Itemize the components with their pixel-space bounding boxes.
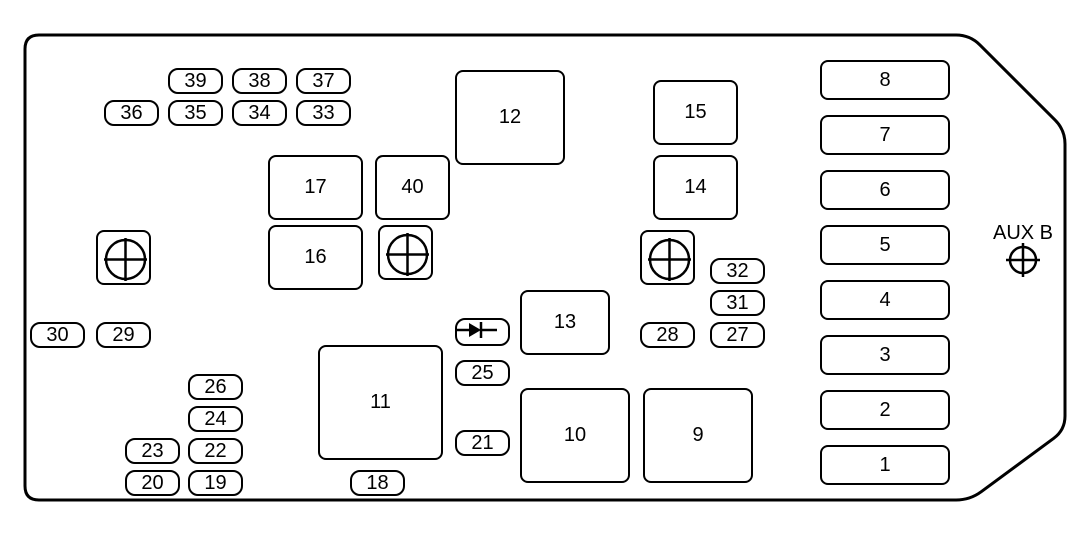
relay-40: 40: [375, 155, 450, 220]
relay-11: 11: [318, 345, 443, 460]
stud-3: [640, 230, 695, 285]
fuse-6: 6: [820, 170, 950, 210]
fuse-26: 26: [188, 374, 243, 400]
fuse-38: 38: [232, 68, 287, 94]
fuse-8: 8: [820, 60, 950, 100]
fuse-20: 20: [125, 470, 180, 496]
relay-9: 9: [643, 388, 753, 483]
fuse-21: 21: [455, 430, 510, 456]
fuse-39: 39: [168, 68, 223, 94]
fuse-29: 29: [96, 322, 151, 348]
fuse-35: 35: [168, 100, 223, 126]
fuse-36: 36: [104, 100, 159, 126]
stud-2: [378, 225, 433, 280]
relay-13: 13: [520, 290, 610, 355]
fuse-5: 5: [820, 225, 950, 265]
fuse-34: 34: [232, 100, 287, 126]
fuse-2: 2: [820, 390, 950, 430]
aux-b-stud: [1003, 240, 1043, 280]
fuse-1: 1: [820, 445, 950, 485]
fuse-box-diagram: 12345678 910111213 1415161740 1819202122…: [0, 0, 1090, 537]
relay-15: 15: [653, 80, 738, 145]
relay-16: 16: [268, 225, 363, 290]
fuse-31: 31: [710, 290, 765, 316]
fuse-19: 19: [188, 470, 243, 496]
fuse-22: 22: [188, 438, 243, 464]
fuse-7: 7: [820, 115, 950, 155]
fuse-37: 37: [296, 68, 351, 94]
fuse-28: 28: [640, 322, 695, 348]
relay-14: 14: [653, 155, 738, 220]
relay-17: 17: [268, 155, 363, 220]
fuse-27: 27: [710, 322, 765, 348]
fuse-30: 30: [30, 322, 85, 348]
stud-1: [96, 230, 151, 285]
fuse-4: 4: [820, 280, 950, 320]
fuse-3: 3: [820, 335, 950, 375]
fuse-25: 25: [455, 360, 510, 386]
fuse-24: 24: [188, 406, 243, 432]
fuse-18: 18: [350, 470, 405, 496]
fuse-23: 23: [125, 438, 180, 464]
relay-10: 10: [520, 388, 630, 483]
fuse-33: 33: [296, 100, 351, 126]
diode: [455, 318, 510, 346]
relay-12: 12: [455, 70, 565, 165]
fuse-32: 32: [710, 258, 765, 284]
